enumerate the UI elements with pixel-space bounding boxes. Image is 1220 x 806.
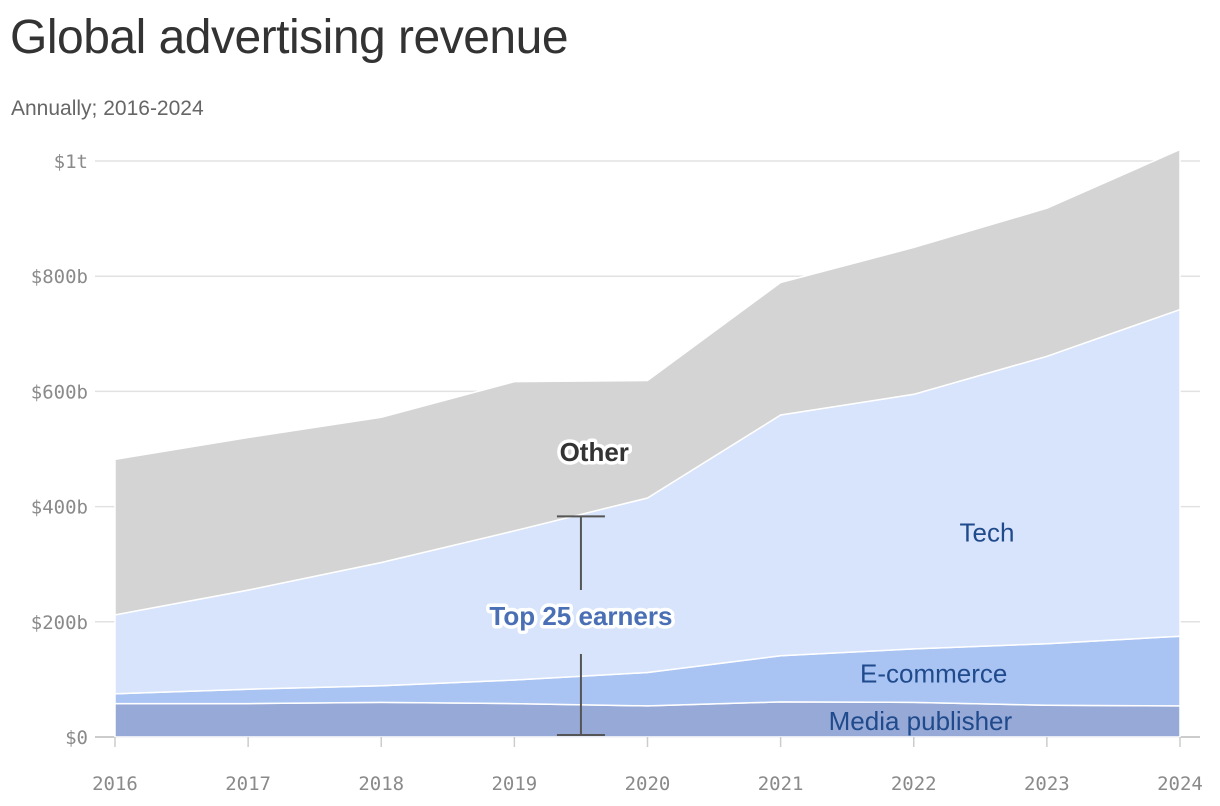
area-media-publisher	[114, 701, 1181, 738]
x-tick-label: 2020	[625, 773, 671, 795]
x-tick-label: 2024	[1157, 773, 1203, 795]
x-tick-label: 2018	[358, 773, 404, 795]
series-label-other: Other	[560, 437, 629, 467]
y-tick-label: $800b	[31, 266, 88, 288]
x-tick-label: 2017	[225, 773, 271, 795]
y-tick-label: $1t	[54, 151, 88, 173]
x-tick-label: 2016	[92, 773, 138, 795]
x-tick-label: 2023	[1024, 773, 1070, 795]
series-label-e-commerce: E-commerce	[860, 659, 1007, 689]
y-tick-label: $600b	[31, 381, 88, 403]
x-tick-label: 2019	[491, 773, 537, 795]
series-label-tech: Tech	[960, 518, 1015, 548]
chart-title: Global advertising revenue	[10, 11, 569, 64]
area-other	[114, 148, 1181, 616]
y-tick-label: $200b	[31, 612, 88, 634]
y-tick-label: $0	[65, 727, 88, 749]
y-tick-label: $400b	[31, 497, 88, 519]
x-tick-label: 2021	[758, 773, 804, 795]
chart-subtitle: Annually; 2016-2024	[11, 97, 204, 120]
series-label-media-publisher: Media publisher	[829, 706, 1013, 736]
annotation-top-25-earners: Top 25 earners	[489, 601, 672, 631]
x-tick-label: 2022	[891, 773, 937, 795]
